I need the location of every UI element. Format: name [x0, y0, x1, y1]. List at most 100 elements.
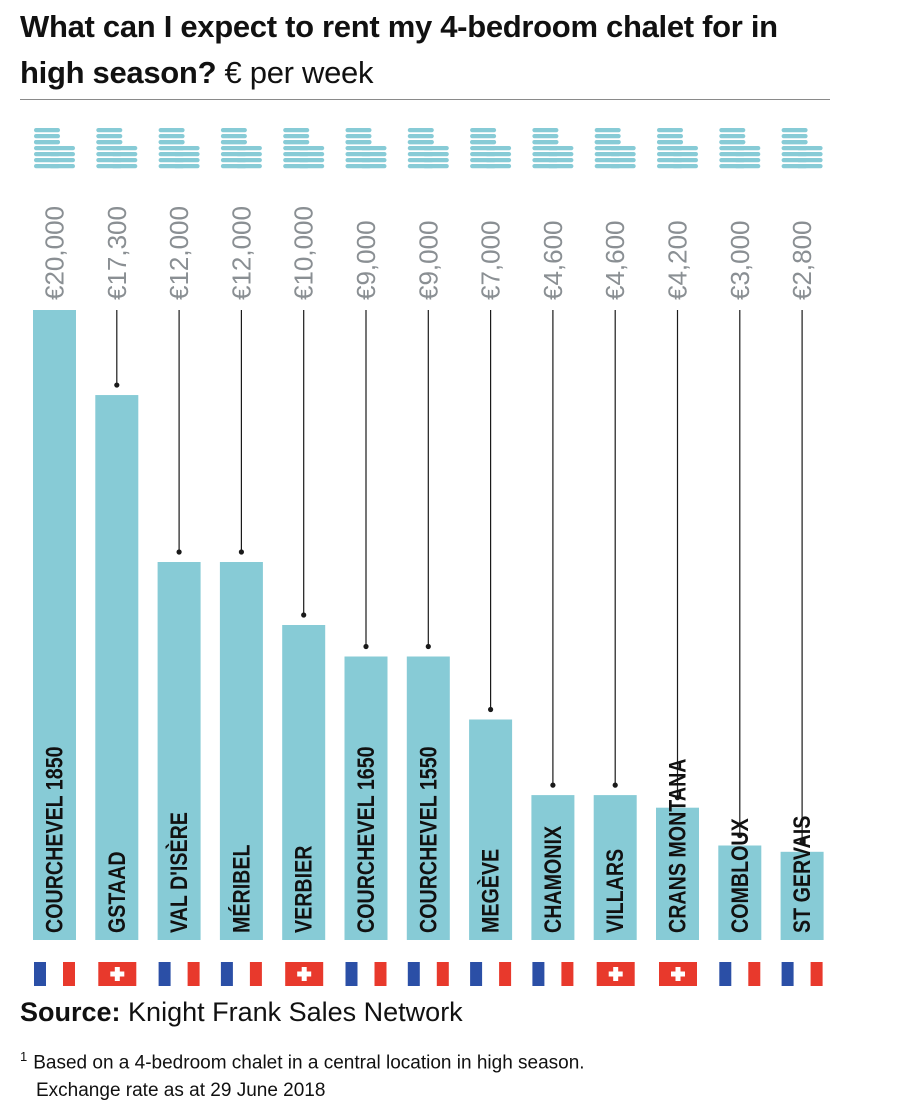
category-label: CRANS MONTANA [664, 758, 691, 933]
coin-icon [594, 164, 621, 169]
france-flag-icon [345, 962, 387, 986]
coin-icon [657, 140, 683, 145]
category-label: ST GERVAIS [788, 816, 815, 933]
coin-icon [594, 146, 621, 151]
coin-icon [283, 146, 310, 151]
coin-icon [283, 140, 310, 145]
rental-bar-chart: €20,000 COURCHEVEL 1850 €17,300 GSTAAD €12,0… [33, 128, 824, 986]
flag-red-stripe [748, 962, 761, 986]
france-flag-icon [34, 962, 75, 986]
bar [406, 656, 450, 940]
coin-stack-icon [532, 128, 574, 169]
coin-icon [719, 134, 746, 139]
coin-stack-icon [594, 128, 636, 169]
bar [780, 851, 824, 940]
value-label: €3,000 [725, 220, 755, 300]
coin-icon [345, 140, 372, 145]
switzerland-flag-icon [285, 962, 324, 986]
coin-icon [34, 164, 60, 169]
coin-icon [719, 164, 746, 169]
coin-icon [283, 158, 310, 163]
coin-icon [532, 140, 559, 145]
france-flag-icon [532, 962, 574, 986]
coin-icon [407, 128, 434, 133]
coin-stack-icon [781, 128, 823, 169]
flag-blue-stripe [470, 962, 483, 986]
coin-icon [781, 146, 808, 151]
coin-icon [657, 158, 683, 163]
flag-blue-stripe [345, 962, 358, 986]
france-flag-icon [158, 962, 200, 986]
flag-red-stripe [561, 962, 574, 986]
flag-blue-stripe [34, 962, 46, 986]
coin-icon [34, 152, 60, 157]
coin-icon [220, 146, 247, 151]
value-label: €12,000 [226, 206, 256, 300]
leader-dot [612, 782, 618, 788]
coin-icon [158, 164, 185, 169]
switzerland-flag-icon [98, 962, 137, 986]
coin-stack-icon [158, 128, 200, 169]
coin-icon [657, 164, 683, 169]
value-label: €7,000 [476, 220, 506, 300]
flag-red-stripe [499, 962, 512, 986]
france-flag-icon [781, 962, 823, 986]
coin-icon [594, 140, 621, 145]
flag-red-stripe [187, 962, 200, 986]
coin-icon [34, 128, 60, 133]
footnote-line-2: Exchange rate as at 29 June 2018 [36, 1080, 326, 1102]
coin-icon [96, 134, 123, 139]
coin-icon [470, 164, 497, 169]
coin-stack-icon [96, 128, 138, 169]
flag-blue-stripe [158, 962, 171, 986]
value-label: €17,300 [102, 206, 132, 300]
category-label: COURCHEVEL 1550 [414, 746, 441, 933]
leader-dot [799, 839, 805, 845]
flag-blue-stripe [532, 962, 545, 986]
coin-stack-icon [345, 128, 387, 169]
category-label: VAL D'ISÈRE [165, 812, 192, 933]
category-label: COURCHEVEL 1850 [41, 746, 68, 933]
source-label: Source: [20, 997, 121, 1027]
bar [33, 310, 76, 940]
coin-stack-icon [657, 128, 698, 169]
bar [593, 795, 637, 940]
category-label: VILLARS [601, 849, 628, 933]
coin-icon [407, 164, 434, 169]
value-label: €4,200 [663, 220, 693, 300]
coin-icon [345, 152, 372, 157]
coin-icon [220, 140, 247, 145]
value-label: €4,600 [538, 220, 568, 300]
coin-icon [220, 134, 247, 139]
coin-icon [34, 140, 60, 145]
coin-stack-icon [283, 128, 325, 169]
bar [344, 656, 388, 940]
coin-stack-icon [407, 128, 449, 169]
coin-icon [407, 134, 434, 139]
coin-icon [158, 158, 185, 163]
title-text: What can I expect to rent my 4-bedroom c… [20, 9, 778, 90]
france-flag-icon [220, 962, 262, 986]
france-flag-icon [407, 962, 449, 986]
coin-icon [345, 128, 372, 133]
coin-stack-icon [719, 128, 761, 169]
flag-red-stripe [374, 962, 387, 986]
coin-icon [345, 134, 372, 139]
coin-icon [345, 158, 372, 163]
leader-dot [176, 549, 182, 555]
coin-icon [96, 146, 123, 151]
coin-icon [594, 152, 621, 157]
category-label: VERBIER [290, 845, 317, 933]
coin-icon [719, 140, 746, 145]
flag-red-stripe [436, 962, 449, 986]
coin-icon [283, 134, 310, 139]
coin-icon [158, 134, 185, 139]
leader-dot [363, 643, 369, 650]
coin-icon [781, 140, 808, 145]
france-flag-icon [719, 962, 761, 986]
coin-icon [781, 134, 808, 139]
coin-icon [220, 164, 247, 169]
switzerland-flag-icon [659, 962, 697, 986]
coin-icon [220, 152, 247, 157]
category-label: MÉRIBEL [228, 844, 255, 933]
